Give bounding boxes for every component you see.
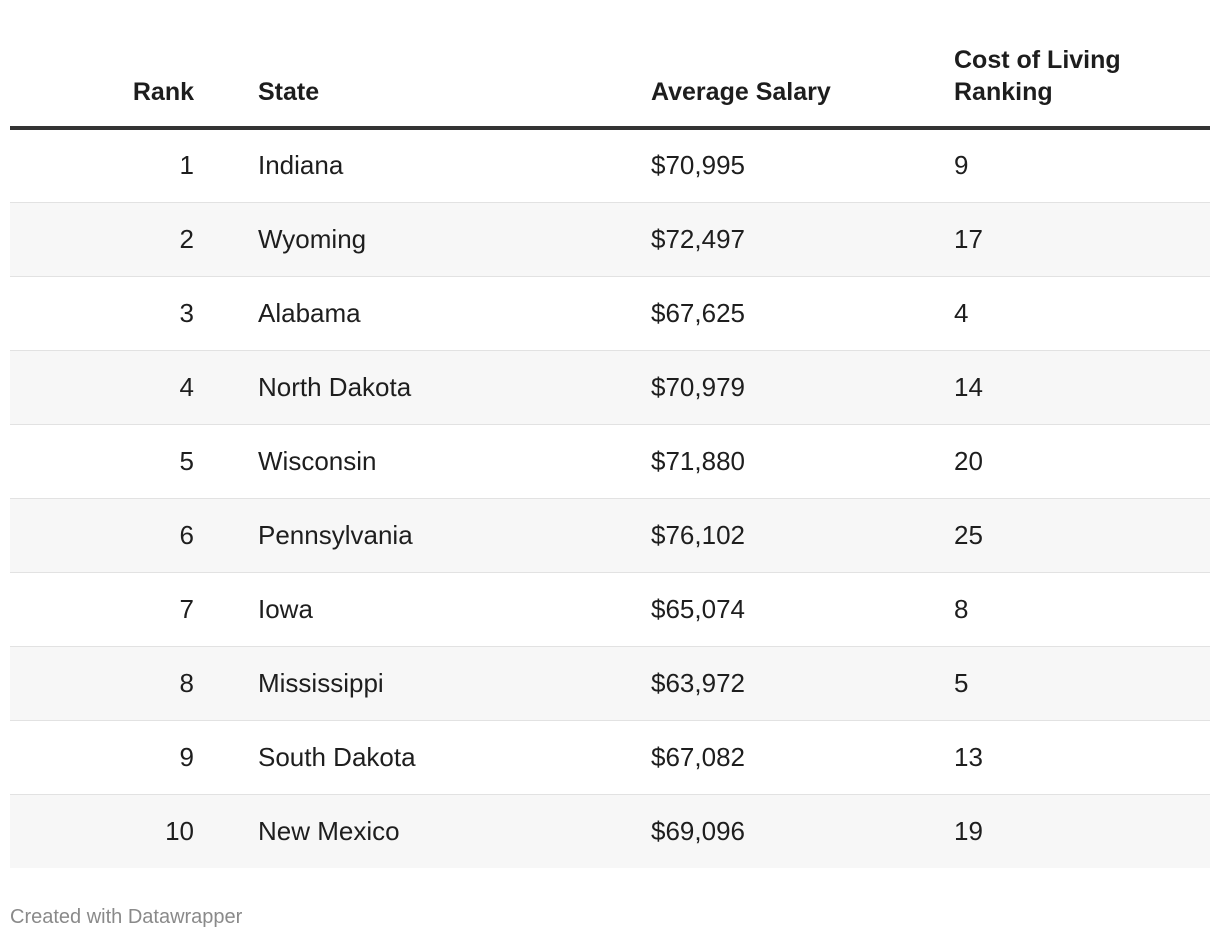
- cell-cost-of-living-ranking: 4: [906, 276, 1210, 351]
- column-header-cost-of-living-ranking[interactable]: Cost of Living Ranking: [906, 0, 1210, 130]
- cell-cost-of-living-ranking: 9: [906, 128, 1210, 203]
- table-row: 2 Wyoming $72,497 17: [10, 202, 1210, 277]
- credit-footer[interactable]: Created with Datawrapper: [10, 906, 243, 928]
- table-row: 9 South Dakota $67,082 13: [10, 720, 1210, 795]
- cell-state: Mississippi: [210, 646, 603, 721]
- cell-average-salary: $70,979: [603, 350, 906, 425]
- cell-rank: 4: [10, 350, 210, 425]
- cell-average-salary: $76,102: [603, 498, 906, 573]
- cell-rank: 2: [10, 202, 210, 277]
- cell-average-salary: $67,082: [603, 720, 906, 795]
- table-row: 6 Pennsylvania $76,102 25: [10, 498, 1210, 573]
- cell-state: South Dakota: [210, 720, 603, 795]
- cell-cost-of-living-ranking: 5: [906, 646, 1210, 721]
- table-row: 4 North Dakota $70,979 14: [10, 350, 1210, 425]
- cell-cost-of-living-ranking: 17: [906, 202, 1210, 277]
- data-table: Rank State Average Salary Cost of Living…: [10, 0, 1210, 868]
- cell-average-salary: $67,625: [603, 276, 906, 351]
- cell-state: Wisconsin: [210, 424, 603, 499]
- cell-cost-of-living-ranking: 13: [906, 720, 1210, 795]
- cell-state: Alabama: [210, 276, 603, 351]
- cell-average-salary: $65,074: [603, 572, 906, 647]
- cell-rank: 1: [10, 128, 210, 203]
- cell-average-salary: $63,972: [603, 646, 906, 721]
- cell-average-salary: $72,497: [603, 202, 906, 277]
- cell-rank: 6: [10, 498, 210, 573]
- cell-rank: 10: [10, 794, 210, 868]
- column-header-state[interactable]: State: [210, 0, 603, 130]
- table-row: 5 Wisconsin $71,880 20: [10, 424, 1210, 499]
- cell-cost-of-living-ranking: 25: [906, 498, 1210, 573]
- cell-average-salary: $69,096: [603, 794, 906, 868]
- cell-state: Wyoming: [210, 202, 603, 277]
- cell-cost-of-living-ranking: 19: [906, 794, 1210, 868]
- table-row: 3 Alabama $67,625 4: [10, 276, 1210, 351]
- cell-rank: 3: [10, 276, 210, 351]
- cell-rank: 8: [10, 646, 210, 721]
- table-row: 8 Mississippi $63,972 5: [10, 646, 1210, 721]
- cell-rank: 7: [10, 572, 210, 647]
- table-header-row: Rank State Average Salary Cost of Living…: [10, 0, 1210, 130]
- cell-average-salary: $70,995: [603, 128, 906, 203]
- column-header-rank[interactable]: Rank: [10, 0, 210, 130]
- table-row: 10 New Mexico $69,096 19: [10, 794, 1210, 868]
- cell-rank: 9: [10, 720, 210, 795]
- cell-state: North Dakota: [210, 350, 603, 425]
- cell-average-salary: $71,880: [603, 424, 906, 499]
- cell-state: Indiana: [210, 128, 603, 203]
- cell-state: Iowa: [210, 572, 603, 647]
- cell-state: New Mexico: [210, 794, 603, 868]
- column-header-average-salary[interactable]: Average Salary: [603, 0, 906, 130]
- data-table-container: Rank State Average Salary Cost of Living…: [10, 0, 1210, 868]
- table-row: 1 Indiana $70,995 9: [10, 128, 1210, 203]
- table-row: 7 Iowa $65,074 8: [10, 572, 1210, 647]
- cell-state: Pennsylvania: [210, 498, 603, 573]
- cell-cost-of-living-ranking: 20: [906, 424, 1210, 499]
- cell-cost-of-living-ranking: 14: [906, 350, 1210, 425]
- cell-cost-of-living-ranking: 8: [906, 572, 1210, 647]
- cell-rank: 5: [10, 424, 210, 499]
- table-body: 1 Indiana $70,995 9 2 Wyoming $72,497 17 3 Alabam…: [10, 128, 1210, 868]
